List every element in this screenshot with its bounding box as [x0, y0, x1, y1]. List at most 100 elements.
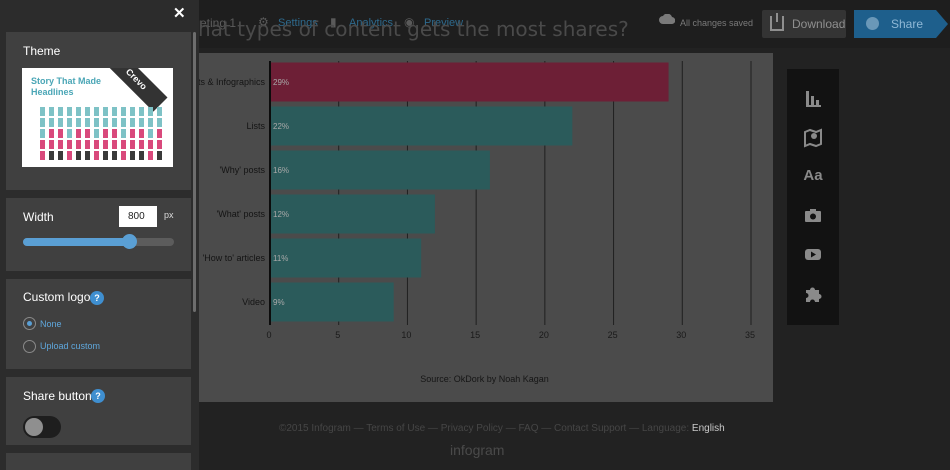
camera-icon[interactable] — [801, 203, 825, 227]
help-icon[interactable]: ? — [91, 389, 105, 403]
person-icon — [40, 129, 45, 138]
text-icon[interactable]: Aa — [803, 167, 823, 184]
bar[interactable] — [270, 282, 394, 322]
person-icon — [76, 107, 81, 116]
tab-settings[interactable]: Settings — [278, 17, 318, 29]
category-label: Video — [242, 297, 265, 307]
value-label: 11% — [273, 254, 288, 263]
width-input[interactable] — [119, 206, 157, 227]
cloud-icon — [659, 14, 675, 24]
width-slider-thumb[interactable] — [121, 234, 137, 249]
person-icon — [148, 140, 153, 149]
share-label: Share — [891, 17, 924, 31]
person-icon — [139, 118, 144, 127]
person-icon — [130, 107, 135, 116]
tab-preview[interactable]: Preview — [424, 17, 464, 29]
eye-icon[interactable]: ◉ — [404, 15, 415, 29]
person-icon — [112, 118, 117, 127]
globe-icon — [866, 17, 879, 30]
category-label: 'Why' posts — [220, 165, 266, 175]
person-icon — [58, 140, 63, 149]
x-tick-label: 5 — [335, 330, 340, 340]
value-label: 12% — [273, 210, 289, 219]
person-icon — [139, 140, 144, 149]
person-icon — [67, 151, 72, 160]
download-label: Download — [792, 17, 846, 31]
person-icon — [148, 129, 153, 138]
person-icon — [103, 140, 108, 149]
radio-upload-custom-label[interactable]: Upload custom — [40, 341, 101, 351]
bar[interactable] — [270, 238, 422, 278]
bar-icon[interactable]: ▮ — [330, 15, 337, 29]
bar-chart: 0 5 10 15 20 25 30 35 harts & Infographics 29% Lis… — [196, 61, 755, 340]
share-button[interactable]: Share — [854, 10, 948, 38]
gear-icon[interactable]: ⚙ — [258, 15, 269, 29]
close-icon[interactable]: ✕ — [173, 5, 186, 22]
language-selector[interactable]: English — [691, 423, 725, 434]
person-icon — [40, 107, 45, 116]
bar[interactable] — [270, 62, 669, 102]
custom-logo-heading: Custom logo — [23, 290, 91, 304]
person-icon — [103, 118, 108, 127]
width-heading: Width — [23, 210, 54, 224]
bar[interactable] — [270, 150, 490, 190]
bar[interactable] — [270, 194, 435, 234]
person-icon — [121, 140, 126, 149]
person-icon — [112, 151, 117, 160]
person-icon — [103, 129, 108, 138]
person-icon — [49, 129, 54, 138]
person-icon — [130, 140, 135, 149]
person-icon — [157, 118, 162, 127]
bar[interactable] — [270, 106, 573, 146]
chart-card[interactable]: 0 5 10 15 20 25 30 35 harts & Infographics 29% Lis… — [196, 53, 773, 402]
person-icon — [94, 140, 99, 149]
person-icon — [139, 129, 144, 138]
value-label: 22% — [273, 122, 289, 131]
share-button-heading: Share button — [23, 389, 92, 403]
chart-source[interactable]: Source: OkDork by Noah Kagan — [420, 374, 549, 384]
person-icon — [157, 107, 162, 116]
share-button-toggle[interactable] — [23, 416, 61, 438]
radio-none[interactable] — [23, 317, 36, 330]
person-icon — [157, 151, 162, 160]
person-icon — [67, 140, 72, 149]
map-icon[interactable] — [801, 126, 825, 150]
help-icon[interactable]: ? — [90, 291, 104, 305]
theme-preview[interactable]: Story That Made Headlines Crevo — [22, 68, 173, 167]
puzzle-icon[interactable] — [801, 282, 825, 306]
person-icon — [121, 107, 126, 116]
person-icon — [67, 118, 72, 127]
person-icon — [112, 107, 117, 116]
radio-none-label[interactable]: None — [40, 319, 62, 329]
footer-links[interactable]: ©2015 Infogram — Terms of Use — Privacy … — [279, 423, 725, 434]
person-icon — [157, 140, 162, 149]
video-icon[interactable] — [801, 242, 825, 266]
theme-ribbon: Crevo — [103, 68, 168, 112]
radio-upload-custom[interactable] — [23, 340, 36, 353]
panel-scrollbar[interactable] — [193, 32, 196, 312]
value-label: 16% — [273, 166, 289, 175]
x-tick-label: 20 — [539, 330, 549, 340]
person-icon — [40, 118, 45, 127]
person-icon — [148, 107, 153, 116]
x-tick-label: 30 — [676, 330, 686, 340]
chart-title[interactable]: hat types of content gets the most share… — [198, 17, 629, 41]
download-button[interactable]: Download — [762, 10, 846, 38]
project-name[interactable]: eting 1 — [200, 16, 237, 30]
tab-analytics[interactable]: Analytics — [349, 17, 394, 29]
person-icon — [121, 151, 126, 160]
person-icon — [85, 118, 90, 127]
width-slider-track[interactable] — [23, 238, 174, 246]
person-icon — [76, 129, 81, 138]
download-icon — [770, 13, 784, 31]
person-icon — [67, 129, 72, 138]
bar-chart-icon[interactable] — [801, 87, 825, 111]
value-label: 29% — [273, 78, 289, 87]
person-icon — [49, 140, 54, 149]
width-slider-fill — [23, 238, 129, 246]
category-label: Lists — [246, 121, 265, 131]
person-icon — [112, 140, 117, 149]
person-icon — [40, 140, 45, 149]
person-icon — [76, 118, 81, 127]
footer-link-text[interactable]: ©2015 Infogram — Terms of Use — Privacy … — [279, 423, 690, 434]
